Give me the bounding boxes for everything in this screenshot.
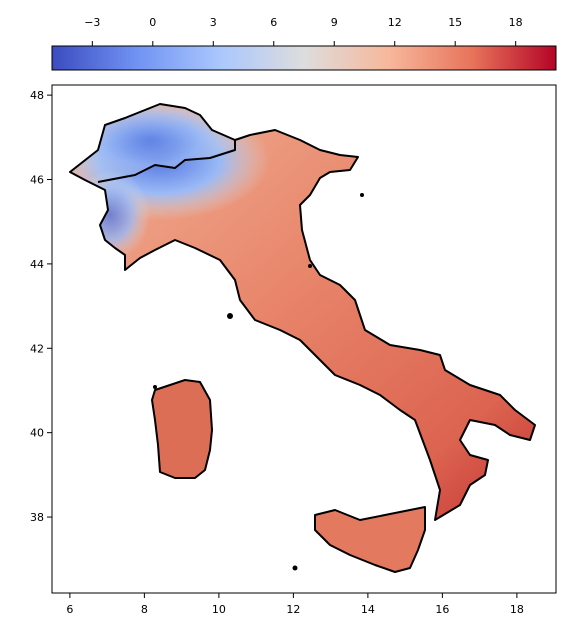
colorbar-tick-label: 6	[270, 16, 277, 29]
colorbar-tick-label: 9	[331, 16, 338, 29]
x-tick-label: 18	[510, 603, 524, 616]
colorbar-ticks: −3 0 3 6 9 12 15 18	[84, 16, 523, 46]
colorbar-tick-label: 0	[149, 16, 156, 29]
y-tick-label: 48	[30, 89, 44, 102]
y-tick-label: 46	[30, 174, 44, 187]
colorbar-tick-label: −3	[84, 16, 100, 29]
y-tick-label: 40	[30, 427, 44, 440]
x-tick-label: 8	[141, 603, 148, 616]
sardinia	[151, 379, 213, 479]
colorbar-tick-label: 3	[210, 16, 217, 29]
x-tick-label: 10	[212, 603, 226, 616]
x-tick-label: 6	[66, 603, 73, 616]
sicily	[314, 506, 426, 573]
colorbar	[51, 45, 557, 71]
x-tick-label: 16	[435, 603, 449, 616]
y-tick-label: 44	[30, 258, 44, 271]
y-tick-label: 42	[30, 342, 44, 355]
colorbar-tick-label: 12	[388, 16, 402, 29]
colorbar-tick-label: 15	[448, 16, 462, 29]
colorbar-tick-label: 18	[509, 16, 523, 29]
y-tick-label: 38	[30, 511, 44, 524]
x-tick-label: 12	[286, 603, 300, 616]
x-tick-label: 14	[361, 603, 375, 616]
axis-ticks: 6 8 10 12 14 16 18 38 40 42 44 46 48	[30, 89, 524, 616]
